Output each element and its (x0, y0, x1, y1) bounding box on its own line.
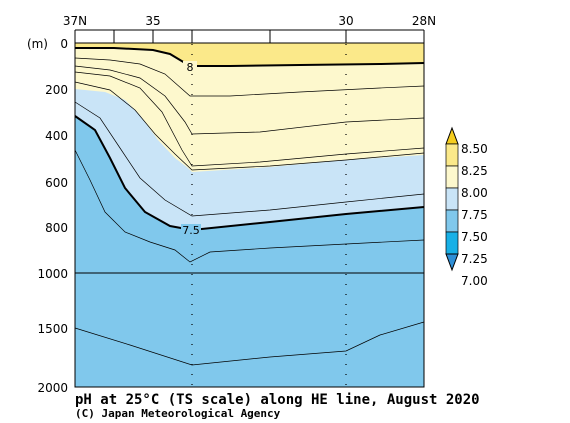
contour-label-8-text: 8 (187, 61, 194, 74)
contour-label-7-5: 7.5 (181, 224, 201, 237)
y-tick-2000: 2000 (37, 381, 68, 395)
thin-contour-6 (74, 321, 425, 366)
x-tick-28n: 28N (412, 14, 436, 28)
thin-contour-0 (74, 57, 425, 97)
credit-line: (C) Japan Meteorological Agency (75, 407, 281, 420)
y-tick-800: 800 (45, 221, 68, 235)
x-axis-top: 37N 35 30 28N (63, 14, 436, 43)
x-tick-37n: 37N (63, 14, 87, 28)
colorbar-swatch-2 (445, 165, 459, 189)
band-800-825 (75, 43, 424, 172)
colorbar-arrow-bottom (445, 253, 459, 272)
y-tick-600: 600 (45, 176, 68, 190)
y-axis: (m) 0 200 400 600 800 1000 1500 2000 (27, 37, 68, 395)
station-markers (191, 44, 347, 386)
plot-frame (74, 42, 425, 388)
colorbar-swatch-4 (445, 209, 459, 233)
colorbar: 8.50 8.25 8.00 7.75 7.50 7.25 7.00 (445, 126, 488, 288)
y-unit: (m) (27, 37, 48, 51)
plot-area: 8 7.5 (74, 42, 425, 388)
contour-label-7-5-text: 7.5 (182, 224, 200, 237)
colorbar-label-2: 8.00 (461, 186, 488, 200)
x-tick-35: 35 (145, 14, 160, 28)
y-tick-1000: 1000 (37, 267, 68, 281)
thin-contour-3 (74, 81, 425, 171)
thin-contours (74, 57, 425, 366)
colorbar-label-0: 8.50 (461, 142, 488, 156)
thin-contour-4 (74, 101, 425, 217)
colorbar-label-5: 7.25 (461, 252, 488, 266)
y-tick-0: 0 (60, 37, 68, 51)
colorbar-arrow-top (445, 126, 459, 145)
colorbar-label-6: 7.00 (461, 274, 488, 288)
colorbar-swatch-1 (445, 143, 459, 167)
thin-contour-1 (74, 65, 425, 135)
band-825-850 (75, 43, 424, 66)
colorbar-swatch-3 (445, 187, 459, 211)
colorbar-label-4: 7.50 (461, 230, 488, 244)
contour-label-8: 8 (183, 61, 197, 74)
y-tick-400: 400 (45, 129, 68, 143)
y-tick-1500: 1500 (37, 322, 68, 336)
colorbar-label-1: 8.25 (461, 164, 488, 178)
thin-contour-5 (74, 149, 425, 263)
y-tick-200: 200 (45, 83, 68, 97)
colorbar-label-3: 7.75 (461, 208, 488, 222)
x-tick-30: 30 (338, 14, 353, 28)
thin-contour-2 (74, 71, 425, 167)
contour-7-50 (74, 115, 425, 232)
chart-title: pH at 25°C (TS scale) along HE line, Aug… (75, 392, 480, 408)
colorbar-swatch-5 (445, 231, 459, 255)
